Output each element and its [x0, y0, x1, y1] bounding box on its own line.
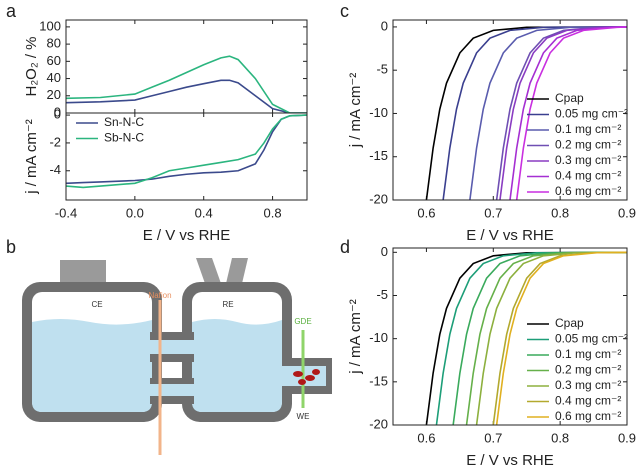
panel-label: c — [340, 1, 349, 21]
legend-label: 0.1 mg cm⁻² — [555, 347, 621, 361]
x-axis-label: E / V vs RHE — [466, 227, 554, 244]
legend-label: 0.05 mg cm⁻² — [555, 332, 628, 346]
catalyst — [293, 371, 303, 377]
legend-label: 0.6 mg cm⁻² — [555, 184, 621, 198]
plot-frame — [392, 247, 628, 426]
electrolyte — [192, 319, 282, 412]
data-line — [66, 114, 307, 185]
x-tick-label: -0.4 — [55, 205, 77, 220]
legend-label: Sn-N-C — [104, 115, 144, 129]
legend-label: 0.4 mg cm⁻² — [555, 394, 621, 408]
x-tick-label: 0.6 — [417, 205, 435, 220]
legend-label: 0.3 mg cm⁻² — [555, 153, 621, 167]
legend-label: Cpap — [555, 316, 584, 330]
y-tick-label: -15 — [369, 373, 388, 388]
x-tick-label: 0.4 — [195, 205, 213, 220]
y-tick-label: -5 — [376, 62, 388, 77]
y-tick-label: -10 — [369, 105, 388, 120]
x-tick-label: 0.0 — [126, 205, 144, 220]
data-line — [469, 26, 627, 200]
y-axis-label: H₂O₂ / % — [23, 37, 40, 97]
y-tick-label: 0 — [381, 244, 388, 259]
cell-diagram: CE Nafion RE GDE WE — [22, 258, 332, 455]
diagram-label: GDE — [294, 317, 311, 326]
y-tick-label: 100 — [39, 18, 61, 33]
x-axis-label: E / V vs RHE — [143, 227, 231, 244]
data-line — [66, 55, 307, 113]
legend-label: 0.2 mg cm⁻² — [555, 363, 621, 377]
panel-label: b — [6, 237, 16, 257]
data-line — [495, 251, 627, 425]
connector-fill — [148, 340, 196, 354]
x-tick-label: 0.7 — [484, 205, 502, 220]
y-tick-label: -20 — [369, 191, 388, 206]
y-axis-label: j / mA cm⁻² — [347, 73, 364, 149]
catalyst — [298, 379, 306, 385]
y-tick-label: 0 — [54, 104, 61, 119]
data-line — [66, 114, 307, 189]
y-tick-label: -10 — [369, 330, 388, 345]
legend-label: 0.2 mg cm⁻² — [555, 138, 621, 152]
x-tick-label: 0.8 — [264, 205, 282, 220]
y-axis-label: j / mA cm⁻² — [347, 299, 364, 375]
data-line — [499, 26, 627, 200]
data-line — [452, 251, 627, 425]
data-line — [435, 251, 627, 425]
y-tick-label: -15 — [369, 148, 388, 163]
y-tick-label: 0 — [381, 18, 388, 33]
y-tick-label: -5 — [376, 287, 388, 302]
y-tick-label: 80 — [47, 36, 61, 51]
y-axis-label: j / mA cm⁻² — [23, 119, 40, 195]
plot-frame — [65, 19, 308, 114]
legend-label: Cpap — [555, 91, 584, 105]
x-tick-label: 0.7 — [484, 430, 502, 445]
connector-fill — [148, 384, 196, 396]
x-tick-label: 0.6 — [417, 430, 435, 445]
legend-label: 0.05 mg cm⁻² — [555, 107, 628, 121]
plot-frame — [65, 112, 308, 201]
x-tick-label: 0.9 — [618, 430, 636, 445]
data-line — [66, 79, 307, 113]
panel-label: d — [340, 237, 350, 257]
electrolyte — [32, 319, 152, 412]
legend-label: 0.6 mg cm⁻² — [555, 409, 621, 423]
x-axis-label: E / V vs RHE — [466, 452, 554, 468]
diagram-label: CE — [91, 300, 102, 309]
diagram-label: Nafion — [148, 291, 171, 300]
y-tick-label: -2 — [49, 134, 61, 149]
data-line — [442, 26, 627, 200]
catalyst — [305, 375, 315, 381]
data-line — [425, 26, 627, 200]
y-tick-label: -20 — [369, 416, 388, 431]
data-line — [515, 26, 627, 200]
diagram-label: RE — [222, 300, 233, 309]
x-tick-label: 0.8 — [551, 205, 569, 220]
diagram-label: WE — [297, 412, 310, 421]
x-tick-label: 0.8 — [551, 430, 569, 445]
data-line — [425, 251, 627, 425]
y-tick-label: 60 — [47, 53, 61, 68]
catalyst — [312, 369, 320, 375]
y-tick-label: 0 — [54, 107, 61, 122]
y-tick-label: 40 — [47, 70, 61, 85]
panel-label: a — [6, 1, 17, 21]
legend-label: 0.3 mg cm⁻² — [555, 378, 621, 392]
plot-frame — [392, 19, 628, 201]
x-tick-label: 0.9 — [618, 205, 636, 220]
data-line — [465, 251, 627, 425]
legend-label: 0.4 mg cm⁻² — [555, 169, 621, 183]
legend-label: Sb-N-C — [104, 131, 144, 145]
y-tick-label: -4 — [49, 162, 61, 177]
y-tick-label: 20 — [47, 87, 61, 102]
legend-label: 0.1 mg cm⁻² — [555, 122, 621, 136]
data-line — [475, 251, 627, 425]
